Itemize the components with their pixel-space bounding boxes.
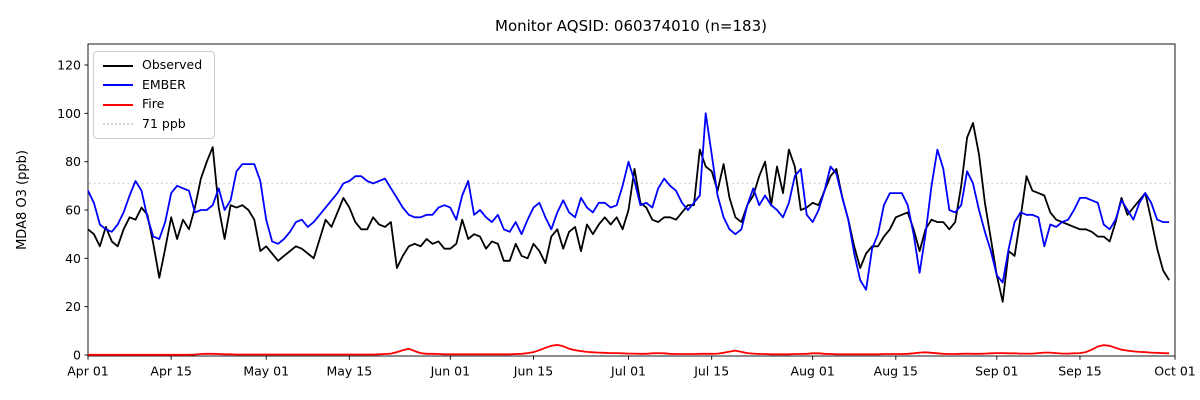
chart-title: Monitor AQSID: 060374010 (n=183) bbox=[495, 17, 767, 35]
y-tick-label: 20 bbox=[65, 299, 81, 314]
y-tick-label: 0 bbox=[73, 348, 81, 363]
x-tick-label: May 15 bbox=[326, 364, 372, 379]
y-tick-label: 100 bbox=[57, 106, 81, 121]
x-tick-label: Jun 01 bbox=[430, 364, 470, 379]
plot-frame bbox=[87, 43, 1176, 357]
legend-line-sample bbox=[103, 103, 133, 106]
y-tick-label: 80 bbox=[65, 154, 81, 169]
series-layer bbox=[87, 112, 1170, 356]
observed-line bbox=[87, 122, 1170, 303]
legend-box: Observed EMBER Fire 71 ppb bbox=[93, 51, 216, 139]
y-tick-label: 120 bbox=[57, 58, 81, 73]
x-tick-label: Aug 01 bbox=[791, 364, 835, 379]
legend-line-sample bbox=[103, 84, 133, 87]
legend-item-observed: Observed bbox=[103, 57, 203, 73]
legend-label: EMBER bbox=[142, 76, 186, 92]
legend-label: 71 ppb bbox=[142, 115, 186, 131]
x-tick-label: Apr 01 bbox=[67, 364, 109, 379]
y-tick-label: 60 bbox=[65, 203, 81, 218]
x-tick-label: Sep 15 bbox=[1058, 364, 1101, 379]
x-tick-label: Apr 15 bbox=[150, 364, 192, 379]
x-tick-label: Jun 15 bbox=[513, 364, 553, 379]
x-tick-label: Oct 01 bbox=[1154, 364, 1196, 379]
x-tick-label: Jul 15 bbox=[693, 364, 729, 379]
x-tick-label: Jul 01 bbox=[610, 364, 646, 379]
legend-label: Observed bbox=[142, 57, 203, 72]
legend-line-sample bbox=[103, 64, 133, 67]
x-tick-label: May 01 bbox=[243, 364, 289, 379]
legend-item-71-ppb: 71 ppb bbox=[103, 115, 202, 132]
y-tick-label: 40 bbox=[65, 251, 81, 266]
legend-item-fire: Fire bbox=[103, 96, 202, 112]
ember-line bbox=[87, 112, 1170, 291]
legend-line-sample bbox=[103, 123, 133, 126]
x-tick-label: Aug 15 bbox=[874, 364, 918, 379]
legend-label: Fire bbox=[142, 96, 165, 111]
axes-layer: 0 20 40 60 80 100 120 Apr 01 Apr 15 May 01 May 15 J… bbox=[57, 43, 1196, 379]
x-tick-label: Sep 01 bbox=[975, 364, 1018, 379]
y-axis-label: MDA8 O3 (ppb) bbox=[15, 150, 30, 250]
legend-item-ember: EMBER bbox=[103, 76, 202, 93]
fire-line bbox=[88, 343, 1170, 356]
